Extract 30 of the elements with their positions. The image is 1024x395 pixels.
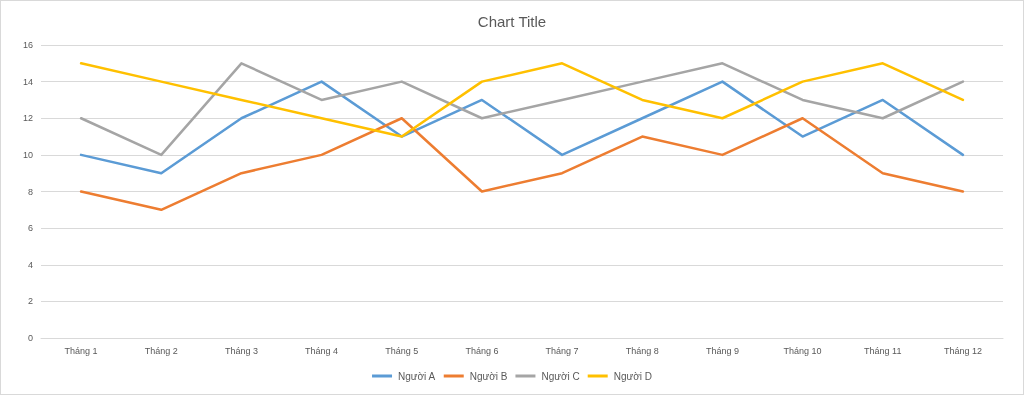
y-tick-label: 16 xyxy=(22,40,33,50)
x-tick-label: Tháng 4 xyxy=(305,345,339,356)
x-tick-label: Tháng 11 xyxy=(864,345,902,356)
line-series xyxy=(79,62,965,157)
y-tick-label: 4 xyxy=(27,259,33,270)
x-tick-label: Tháng 9 xyxy=(705,345,739,356)
y-tick-label: 8 xyxy=(27,186,33,197)
x-tick-label: Tháng 6 xyxy=(465,345,499,356)
legend-label: Người C xyxy=(541,370,580,382)
x-tick-label: Tháng 12 xyxy=(943,345,982,356)
line-series xyxy=(79,80,965,175)
line-series xyxy=(79,62,965,138)
legend-label: Người D xyxy=(613,370,652,382)
y-tick-label: 14 xyxy=(22,76,33,87)
legend-label: Người A xyxy=(398,370,436,382)
y-tick-label: 10 xyxy=(22,149,33,160)
x-tick-label: Tháng 2 xyxy=(144,345,178,356)
x-tick-label: Tháng 7 xyxy=(545,345,579,356)
y-tick-label: 2 xyxy=(27,296,33,307)
y-tick-label: 6 xyxy=(27,223,33,234)
legend-label: Người B xyxy=(469,370,508,382)
x-tick-label: Tháng 8 xyxy=(625,345,659,356)
y-tick-label: 12 xyxy=(22,113,33,124)
x-tick-label: Tháng 5 xyxy=(385,345,419,356)
line-series xyxy=(79,117,965,212)
x-tick-label: Tháng 10 xyxy=(783,345,822,356)
chart-title: Chart Title xyxy=(477,13,547,30)
y-tick-label: 0 xyxy=(27,333,33,343)
x-tick-label: Tháng 1 xyxy=(64,345,98,356)
x-tick-label: Tháng 3 xyxy=(224,345,258,356)
